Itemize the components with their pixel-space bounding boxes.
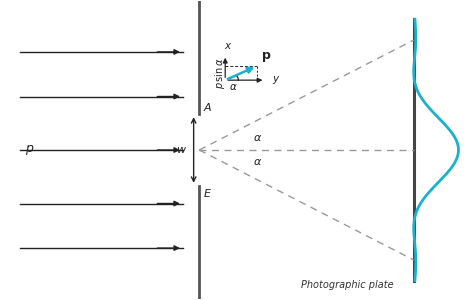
Text: $w$: $w$: [176, 145, 188, 155]
Text: $\mathbf{p}$: $\mathbf{p}$: [261, 50, 272, 64]
Text: $x$: $x$: [224, 41, 232, 51]
Text: $y$: $y$: [273, 74, 281, 86]
Text: $p\,\sin\alpha$: $p\,\sin\alpha$: [212, 57, 227, 89]
Text: $\alpha$: $\alpha$: [254, 133, 263, 143]
Text: $\alpha$: $\alpha$: [229, 82, 237, 92]
Text: $E$: $E$: [203, 187, 212, 199]
Text: $p$: $p$: [25, 143, 34, 157]
Text: Photographic plate: Photographic plate: [301, 280, 394, 290]
Text: $\alpha$: $\alpha$: [254, 157, 263, 167]
Text: $A$: $A$: [203, 101, 212, 113]
